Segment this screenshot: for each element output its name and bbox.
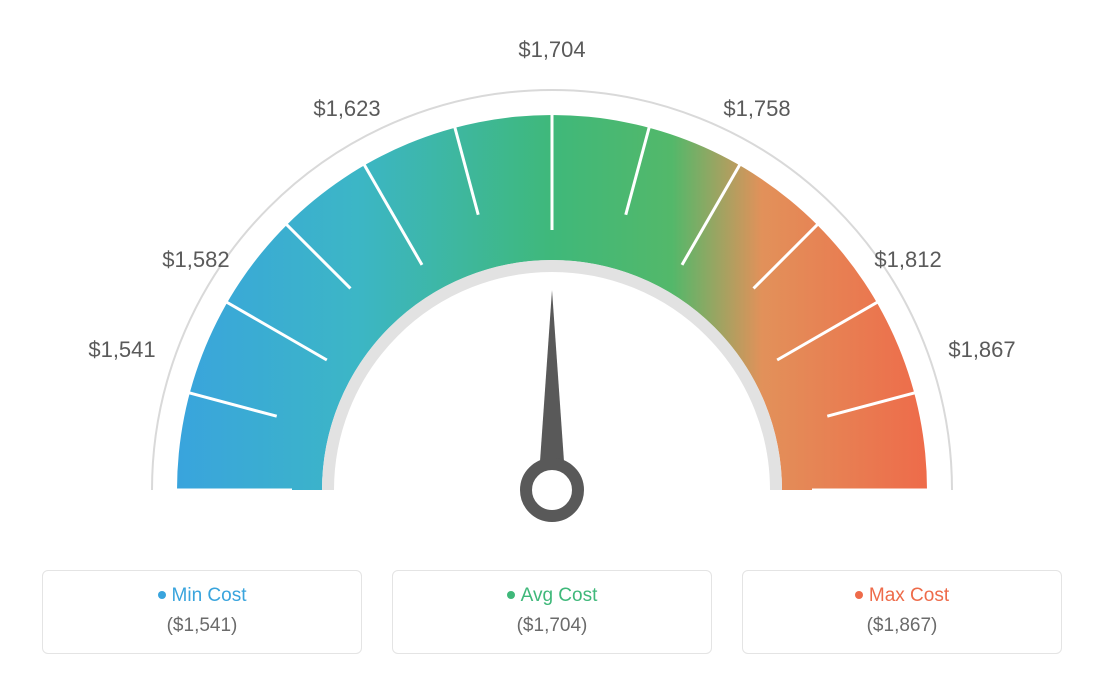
legend-value-max: ($1,867) <box>761 615 1043 637</box>
legend-title-text-min: Min Cost <box>172 585 247 606</box>
legend-title-text-avg: Avg Cost <box>521 585 598 606</box>
gauge-tick-label: $1,758 <box>723 96 790 122</box>
legend-card-min: Min Cost ($1,541) <box>42 570 362 654</box>
legend-value-avg: ($1,704) <box>411 615 693 637</box>
gauge-tick-label: $1,812 <box>874 247 941 273</box>
legend-card-max: Max Cost ($1,867) <box>742 570 1062 654</box>
gauge-tick-label: $1,623 <box>313 96 380 122</box>
legend-value-min: ($1,541) <box>61 615 343 637</box>
gauge-chart: $1,541 $1,582 $1,623 $1,704 $1,758 $1,812 $1,8… <box>20 20 1084 550</box>
legend-row: Min Cost ($1,541) Avg Cost ($1,704) Max … <box>20 570 1084 654</box>
gauge-tick-label: $1,704 <box>518 37 585 63</box>
legend-title-min: Min Cost <box>61 585 343 607</box>
legend-title-text-max: Max Cost <box>869 585 949 606</box>
legend-title-avg: Avg Cost <box>411 585 693 607</box>
legend-dot-avg <box>507 591 515 599</box>
legend-card-avg: Avg Cost ($1,704) <box>392 570 712 654</box>
gauge-tick-label: $1,867 <box>948 337 1015 363</box>
legend-dot-min <box>158 591 166 599</box>
gauge-tick-label: $1,541 <box>88 337 155 363</box>
gauge-tick-label: $1,582 <box>162 247 229 273</box>
gauge-svg <box>20 20 1084 550</box>
legend-dot-max <box>855 591 863 599</box>
legend-title-max: Max Cost <box>761 585 1043 607</box>
